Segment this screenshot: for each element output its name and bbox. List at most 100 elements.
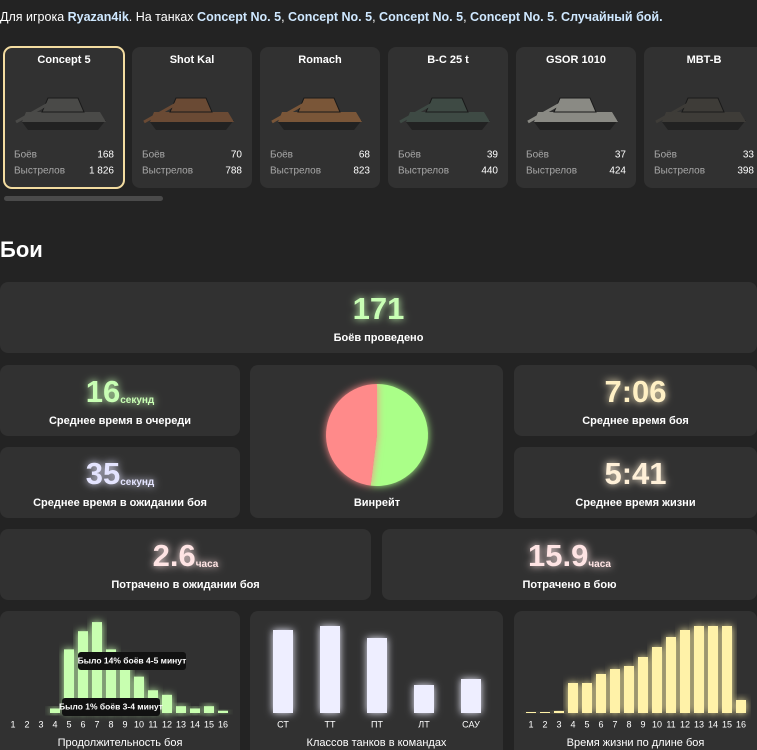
x-tick-label: 15 [722,719,732,729]
tank-label: Боёв [398,150,421,161]
bar [273,630,293,713]
stat-value: 7:06 [604,374,666,409]
stat-card [0,365,240,436]
tank-gun [271,102,305,124]
stat-card [0,282,757,353]
pie-label: Винрейт [354,497,401,509]
tooltip-text: Было 1% боёв 3-4 минут [59,701,163,711]
bar [680,630,690,713]
chart-title: Продолжительность боя [58,737,183,749]
stat-number: 171 [353,291,405,326]
tank-label: Боёв [526,150,549,161]
bar [78,631,88,713]
header-part: Ryazan4ik [68,10,129,24]
bar [367,638,387,713]
x-tick-label: СТ [277,719,289,729]
x-tick-label: 16 [736,719,746,729]
tank-hull [534,120,618,130]
stat-label: Боёв проведено [334,332,424,344]
bar [722,626,732,713]
tank-hull [662,120,746,130]
header-part: Concept No. 5 [470,10,554,24]
stat-value: 5:41 [604,456,666,491]
bar [596,674,606,713]
tank-gun [143,102,177,124]
x-tick-label: 6 [598,719,603,729]
stat-value: 15.9часа [528,538,611,573]
tank-image [527,97,618,130]
tank-name: GSOR 1010 [546,54,606,66]
tooltip-text: Было 14% боёв 4-5 минут [78,655,187,665]
stat-card [514,365,757,436]
x-tick-label: 3 [556,719,561,729]
stat-value: 2.6часа [153,538,219,573]
header-part: , [463,10,470,24]
tank-hull [406,120,490,130]
bar [50,708,60,713]
header-part: , [372,10,379,24]
scrollbar[interactable] [4,196,163,201]
stat-number: 15.9 [528,538,588,573]
x-tick-label: 16 [218,719,228,729]
bar [736,700,746,713]
x-tick-label: 8 [108,719,113,729]
bar [64,649,74,713]
tank-name: Concept 5 [37,54,90,66]
stat-value: 35секунд [86,456,155,491]
stat-label: Потрачено в бою [523,579,617,591]
x-tick-label: 14 [708,719,718,729]
bar [120,658,130,713]
x-tick-label: ЛТ [418,719,430,729]
tank-shots: 823 [353,166,370,177]
stat-unit: секунд [120,477,155,488]
x-tick-label: ПТ [371,719,383,729]
tank-name: MBT-B [687,54,722,66]
header-part: . [554,10,561,24]
tank-gun [655,102,689,124]
tank-label: Выстрелов [398,166,449,177]
x-tick-label: 11 [148,719,157,729]
stat-label: Среднее время жизни [575,497,695,509]
stat-card [514,447,757,518]
tank-label: Выстрелов [270,166,321,177]
tank-image [143,97,234,130]
tank-label: Боёв [14,150,37,161]
stat-unit: секунд [120,395,155,406]
x-tick-label: 5 [584,719,589,729]
tank-shots: 1 826 [89,166,114,177]
bar [461,679,481,713]
bar [526,712,536,713]
x-tick-label: ТТ [325,719,336,729]
tank-body [150,112,234,122]
x-tick-label: 11 [666,719,675,729]
stat-label: Среднее время боя [582,415,689,427]
stat-label: Среднее время в очереди [49,415,191,427]
header-part: Concept No. 5 [197,10,281,24]
tank-label: Выстрелов [654,166,705,177]
tank-battles: 70 [231,150,243,161]
bar [190,708,200,713]
tank-name: Shot Kal [170,54,215,66]
stat-number: 7:06 [604,374,666,409]
bar [568,683,578,713]
tank-body [662,112,746,122]
tank-name: Romach [298,54,342,66]
tank-hull [22,120,106,130]
bar [414,685,434,713]
bar [666,637,676,713]
tank-label: Боёв [270,150,293,161]
tank-battles: 33 [743,150,755,161]
x-tick-label: 4 [52,719,57,729]
tank-gun [399,102,433,124]
stat-card [382,529,757,600]
bar [708,626,718,713]
bar [106,649,116,713]
tank-gun [15,102,49,124]
tank-name: B-C 25 t [427,54,469,66]
bar [540,712,550,713]
x-tick-label: 8 [626,719,631,729]
tank-battles: 168 [97,150,114,161]
tooltip [62,698,160,716]
bar [176,706,186,713]
tank-body [534,112,618,122]
